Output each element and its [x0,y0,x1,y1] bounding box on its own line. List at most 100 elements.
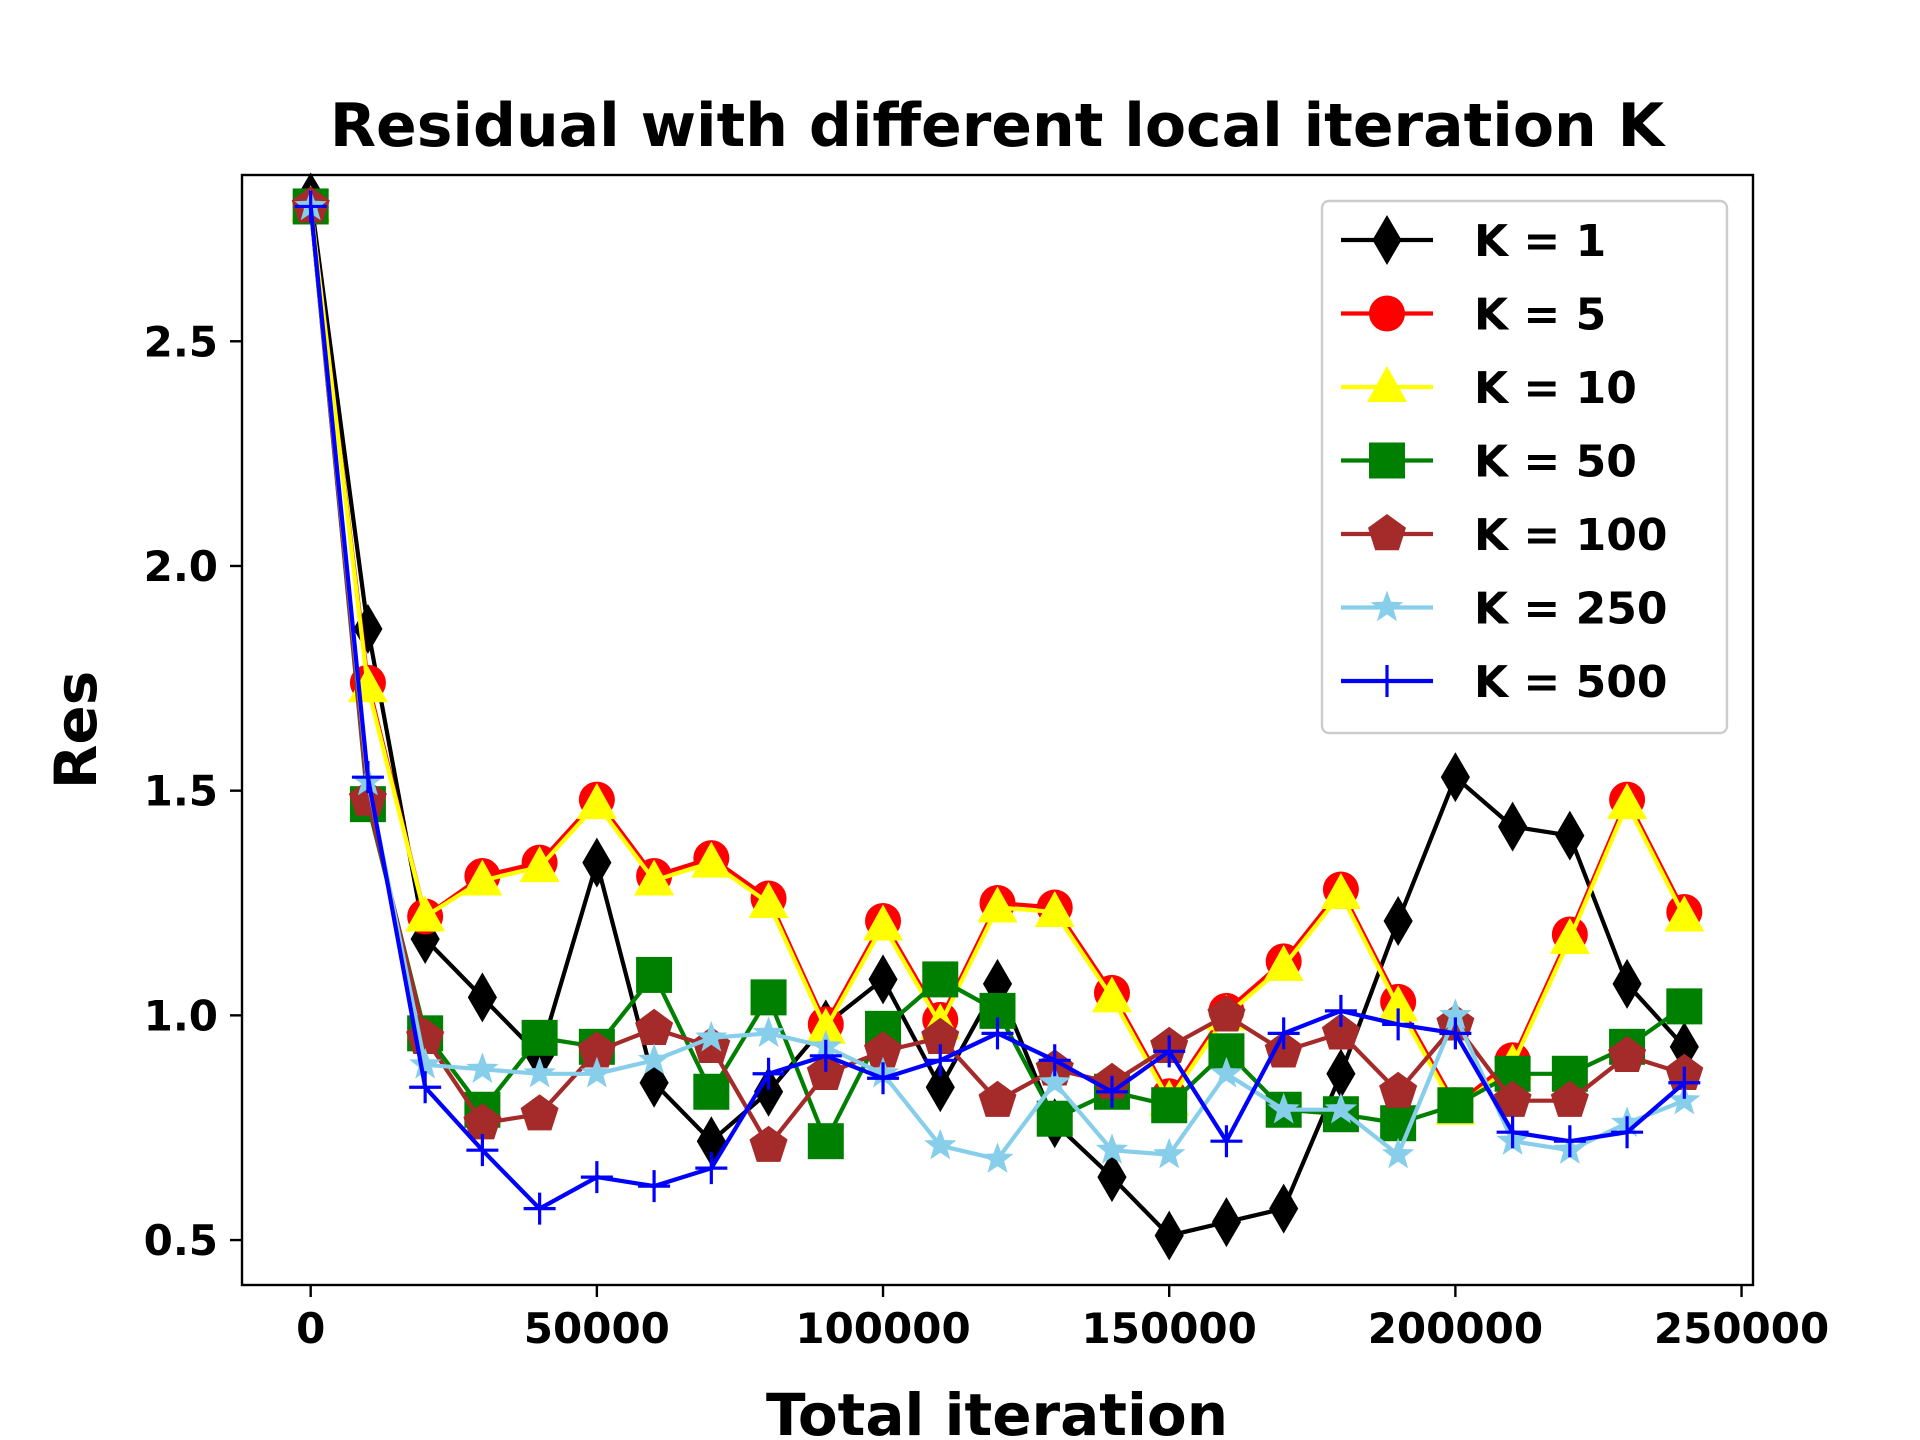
data-point [1611,1116,1644,1149]
data-point [1269,1183,1299,1234]
data-point [463,1103,502,1140]
data-point [294,190,327,223]
legend-label: K = 50 [1474,437,1637,488]
data-point [636,956,673,993]
data-point [1264,1031,1303,1068]
data-point [981,1142,1014,1173]
data-point [809,1039,842,1072]
x-tick-label: 100000 [795,1304,970,1353]
data-point [1036,1100,1073,1137]
data-point [1668,1066,1701,1099]
data-point [695,1152,728,1185]
data-point [1151,1087,1188,1124]
data-point [864,1031,903,1068]
data-point [1607,783,1648,820]
y-tick-label: 1.0 [144,991,218,1040]
data-point [409,1047,442,1079]
plot-frame [240,173,1755,1287]
y-tick-label: 1.5 [144,767,218,816]
series-k500 [294,190,1701,1225]
data-point [1263,944,1304,981]
data-point [1555,810,1585,861]
data-point [523,1056,556,1088]
data-point [977,886,1018,923]
data-point [521,1019,558,1056]
data-point [925,1062,955,1113]
data-point [921,1017,960,1054]
data-point [1382,1137,1415,1169]
legend-entry: K = 250 [1341,584,1667,635]
data-point [351,761,384,794]
x-tick-label: 150000 [1082,1304,1257,1353]
x-axis-label: Total iteration [766,1381,1228,1440]
data-point [405,895,446,932]
data-point [1154,1210,1184,1261]
data-point [637,1043,671,1075]
legend-marker [1369,295,1405,332]
data-point [348,779,387,816]
data-point [1666,988,1703,1025]
data-point [1038,1044,1071,1077]
data-point [1324,994,1357,1027]
data-point [1493,1080,1532,1117]
y-tick-label: 2.5 [144,317,218,366]
legend-marker [1367,366,1407,402]
data-point [1095,1075,1128,1108]
data-point [1095,1133,1129,1164]
data-point [1207,995,1246,1032]
legend-entry: K = 500 [1341,657,1667,708]
data-point [1382,1008,1415,1041]
data-point [805,1007,846,1044]
axis-ticks: 0 50000 100000 150000 200000 250000 0.5 1.0 1.5 2… [144,317,1830,1353]
data-point [1439,998,1472,1030]
data-point [695,1020,728,1052]
series-layer [290,172,1705,1261]
data-point [1440,752,1470,803]
data-point [1549,917,1590,954]
data-point [1211,1197,1242,1248]
data-point [638,1170,671,1203]
data-point [924,1044,957,1077]
data-point [577,1031,616,1068]
legend-marker [1370,590,1404,622]
legend-box [1320,199,1729,735]
data-point [1612,958,1642,1009]
chart-title: Residual with different local iteration … [330,91,1667,161]
legend-marker [1368,514,1406,551]
legend-entry: K = 1 [1341,215,1606,267]
data-point [582,837,612,888]
x-tick-label: 200000 [1368,1304,1543,1353]
data-point [868,954,898,1005]
data-point [466,1052,499,1083]
legend-label: K = 100 [1474,510,1667,561]
data-point [981,1017,1014,1050]
data-point [1550,1080,1589,1117]
data-point [748,882,789,919]
data-point [922,961,959,998]
data-point [1668,1083,1701,1115]
data-point [1498,801,1528,852]
data-point [863,904,904,941]
data-point [580,1056,613,1088]
data-point [634,859,675,896]
data-point [749,1125,788,1162]
data-point [467,972,497,1023]
data-point [1034,891,1075,928]
y-tick-label: 2.0 [144,542,218,591]
data-point [691,841,732,878]
data-point [523,1192,556,1225]
legend-entry: K = 50 [1341,437,1637,488]
data-point [1097,1152,1127,1203]
legend-marker [1371,665,1403,697]
data-point [519,846,560,883]
data-point [693,1073,730,1110]
legend-entry: K = 5 [1341,290,1606,341]
legend-label: K = 500 [1474,657,1667,708]
legend-label: K = 250 [1474,584,1667,635]
data-point [580,1161,613,1194]
data-point [806,1053,845,1090]
data-point [807,1123,844,1160]
data-point [1267,1092,1300,1124]
data-point [635,1008,674,1045]
x-tick-label: 0 [296,1304,325,1353]
